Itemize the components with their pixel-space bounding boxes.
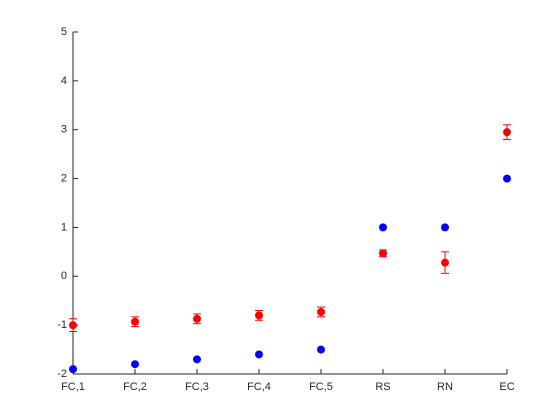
x-tick-label: FC,1 [61,381,85,393]
point [441,223,449,232]
point [193,355,201,364]
point [503,174,511,183]
x-tick-label: EC [499,381,514,393]
x-tick-label: FC,4 [247,381,271,393]
point [131,360,139,369]
x-tick-label: RS [375,381,390,393]
x-tick-label: FC,2 [123,381,147,393]
y-tick-label: 2 [61,172,67,184]
x-tick-label: RN [437,381,453,393]
x-tick-label: FC,3 [185,381,209,393]
y-tick-label: 1 [61,221,67,233]
point [317,345,325,354]
point [131,317,139,326]
point [379,223,387,232]
point [255,311,263,320]
y-tick-label: -1 [57,319,67,331]
point [69,321,77,330]
point [441,258,449,267]
y-tick-label: 0 [61,270,67,282]
point [193,314,201,323]
point [503,128,511,137]
y-tick-label: -2 [57,368,67,380]
point [255,350,263,359]
y-tick-label: 4 [61,75,67,87]
point [69,365,77,374]
point [379,249,387,258]
y-tick-label: 3 [61,124,67,136]
x-tick-label: FC,5 [309,381,333,393]
y-tick-label: 5 [61,26,67,38]
point [317,307,325,316]
